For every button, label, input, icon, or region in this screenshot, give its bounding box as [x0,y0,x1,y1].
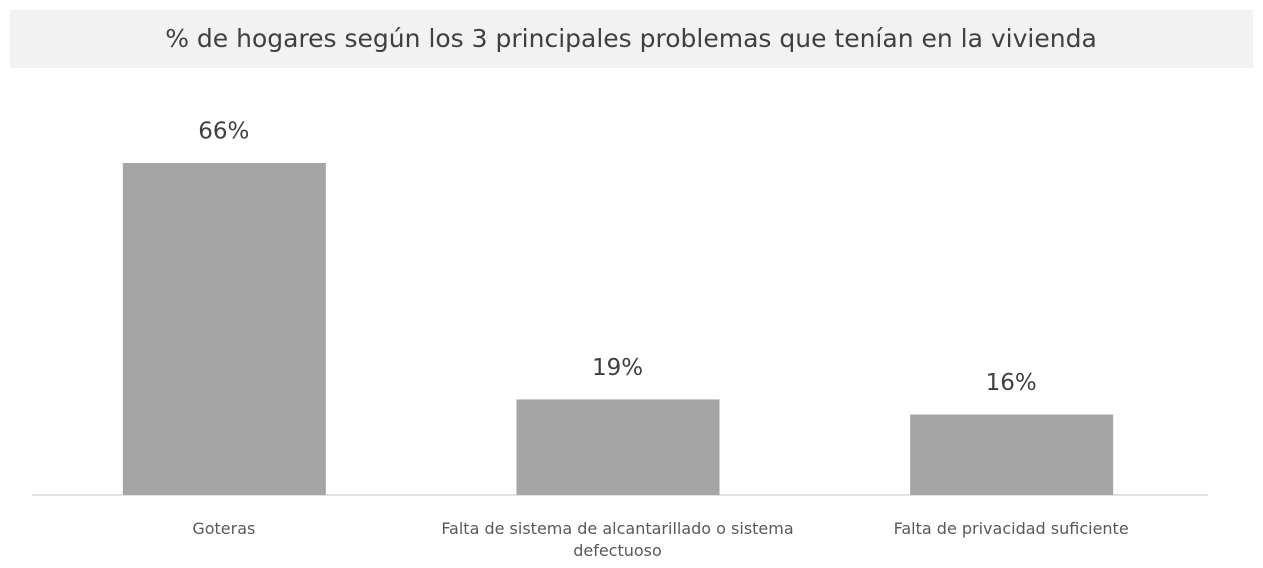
x-tick-label: Falta de privacidad suficiente [893,519,1129,538]
data-label: 66% [198,119,249,145]
bar [516,399,720,495]
data-label: 19% [592,355,643,381]
data-label: 16% [986,370,1037,396]
chart-title: % de hogares según los 3 principales pro… [165,24,1097,53]
bar [122,163,326,495]
bar [910,414,1114,495]
x-tick-label: Falta de sistema de alcantarillado o sis… [441,519,794,560]
title-background [10,10,1253,68]
x-tick-label: Goteras [192,519,256,538]
